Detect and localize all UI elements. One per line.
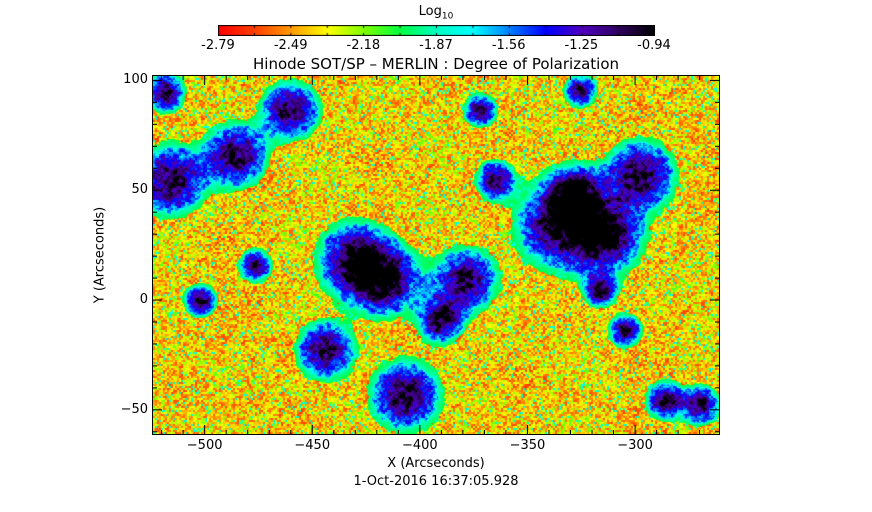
colorbar-title: Log10 xyxy=(0,4,872,22)
colorbar-title-subscript: 10 xyxy=(441,11,454,22)
y-tick-label: 100 xyxy=(123,72,148,88)
colorbar-tick-label: -2.18 xyxy=(346,38,381,53)
colorbar-tick-label: -1.56 xyxy=(491,38,526,53)
colorbar-tick-label: -2.49 xyxy=(273,38,308,53)
x-axis-label: X (Arcseconds) xyxy=(387,456,485,471)
observation-date: 1-Oct-2016 16:37:05.928 xyxy=(353,474,519,489)
x-tick-label: −300 xyxy=(617,438,653,453)
x-tick-label: −450 xyxy=(294,438,331,453)
colorbar-tick-label: -0.94 xyxy=(637,38,671,53)
colorbar-tick-label: -1.25 xyxy=(564,38,599,53)
x-tick-label: −500 xyxy=(186,438,223,453)
colorbar xyxy=(218,25,655,36)
y-tick-label: −50 xyxy=(120,401,148,417)
x-tick-label: −400 xyxy=(401,438,438,453)
polarization-map xyxy=(153,76,719,434)
colorbar-tick-label: -2.79 xyxy=(201,38,235,53)
colorbar-tick-label: -1.87 xyxy=(419,38,453,53)
y-axis-label: Y (Arcseconds) xyxy=(92,206,108,304)
y-tick-label: 50 xyxy=(131,182,148,198)
chart-title: Hinode SOT/SP – MERLIN : Degree of Polar… xyxy=(253,55,619,73)
y-tick-label: 0 xyxy=(139,292,148,308)
colorbar-title-text: Log xyxy=(418,4,442,19)
plot-frame xyxy=(152,75,720,435)
x-tick-label: −350 xyxy=(509,438,546,453)
